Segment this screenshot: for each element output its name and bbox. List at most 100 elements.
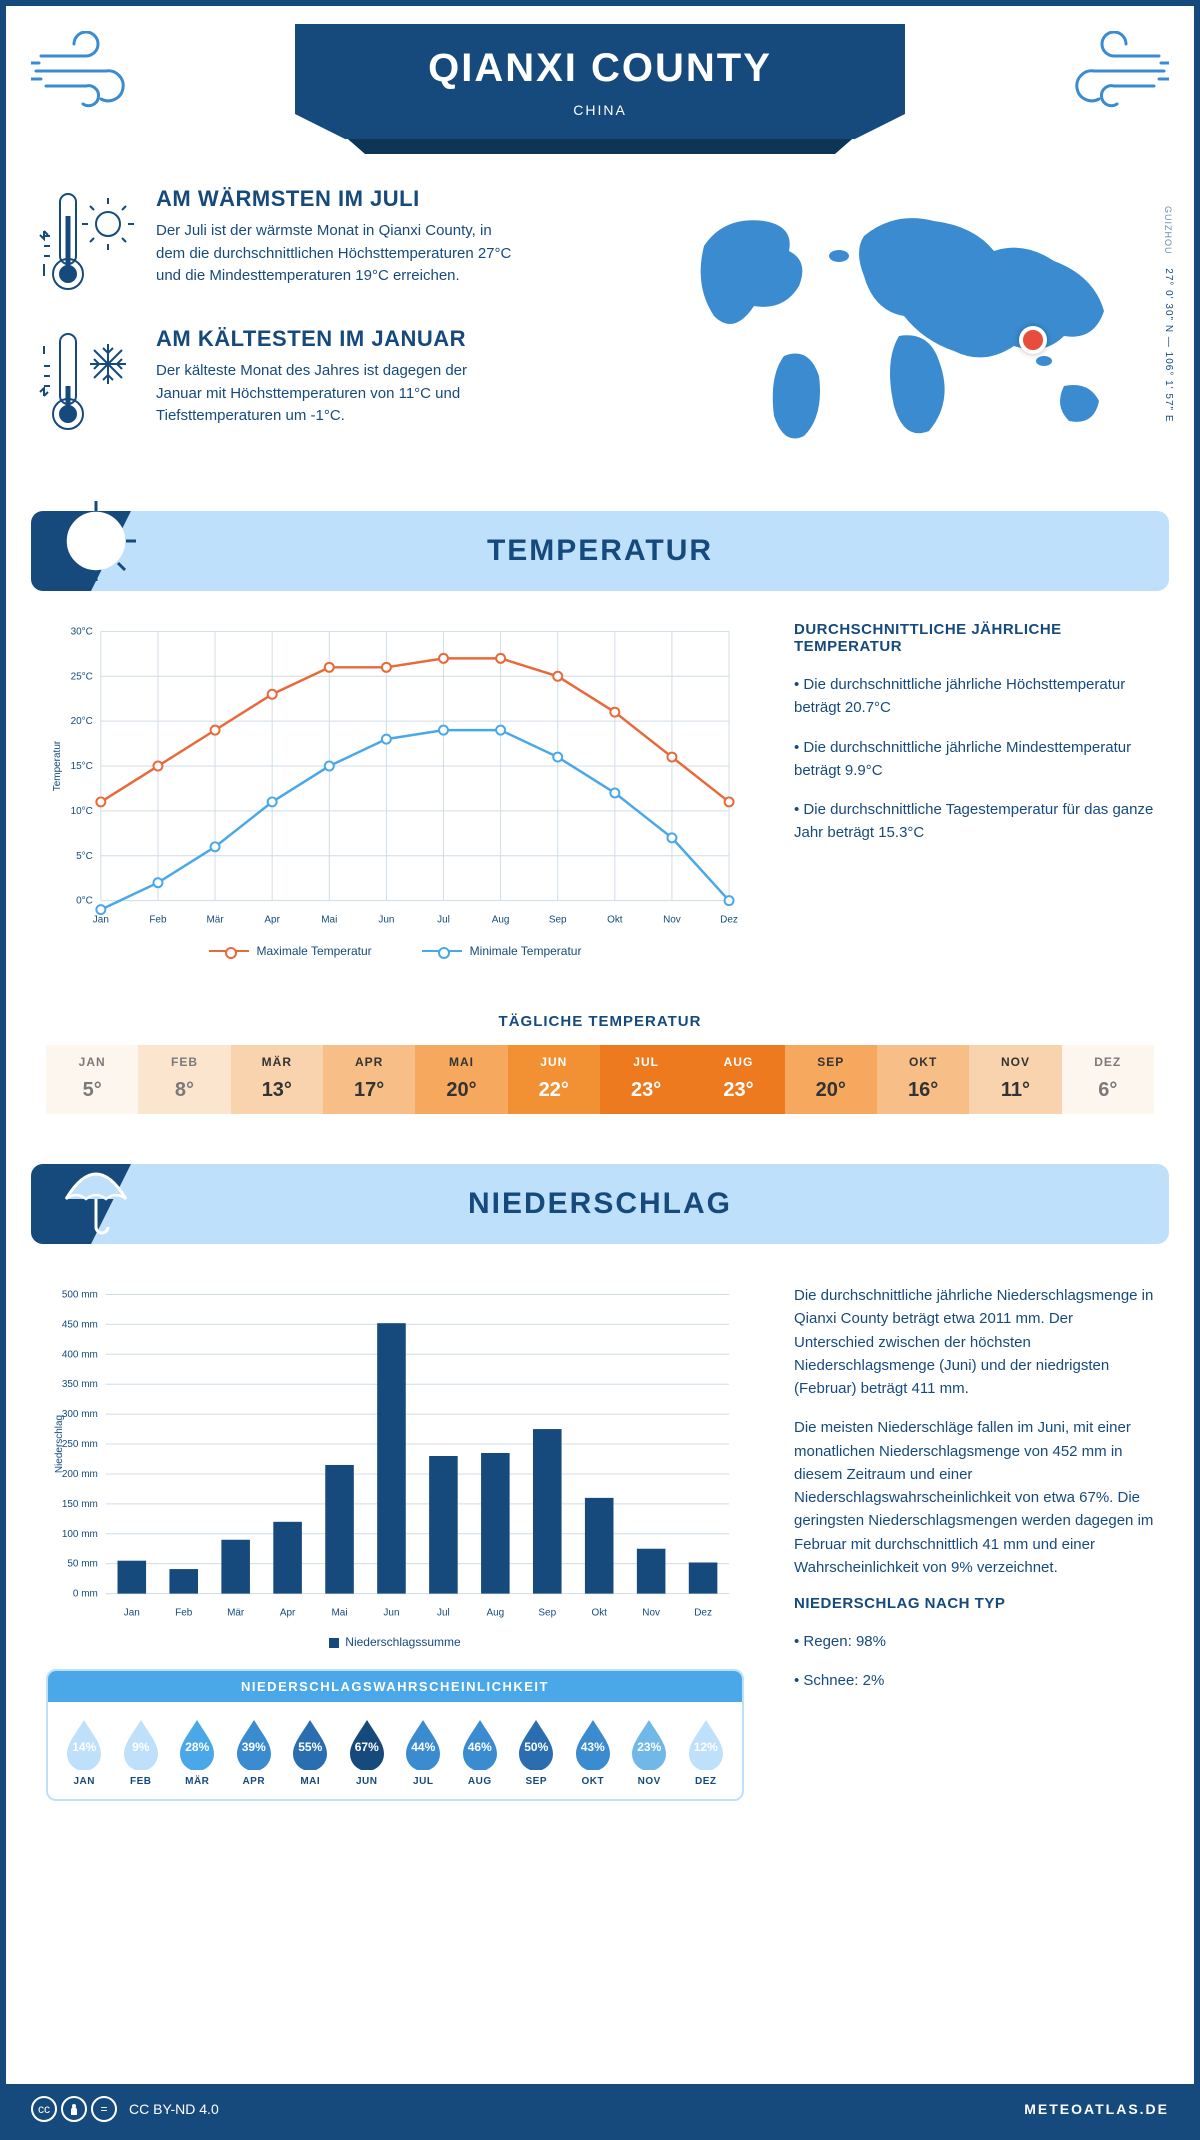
annual-bullet: • Die durchschnittliche jährliche Mindes… <box>794 736 1154 783</box>
intro-facts: AM WÄRMSTEN IM JULI Der Juli ist der wär… <box>36 186 634 471</box>
umbrella-icon <box>51 1149 141 1239</box>
probability-item: 46% AUG <box>452 1716 509 1787</box>
daily-temp-cell: JUL23° <box>600 1045 692 1114</box>
probability-title: NIEDERSCHLAGSWAHRSCHEINLICHKEIT <box>48 1671 742 1702</box>
cc-icon: cc <box>31 2096 57 2122</box>
svg-text:25°C: 25°C <box>71 671 93 682</box>
svg-text:15°C: 15°C <box>71 761 93 772</box>
precipitation-body: 0 mm50 mm100 mm150 mm200 mm250 mm300 mm3… <box>6 1274 1194 1831</box>
svg-text:30°C: 30°C <box>71 626 93 637</box>
svg-text:Dez: Dez <box>694 1608 712 1619</box>
precip-para-1: Die durchschnittliche jährliche Niedersc… <box>794 1284 1154 1400</box>
svg-text:250 mm: 250 mm <box>62 1439 98 1450</box>
latitude: 27° 0' 30" N <box>1163 268 1174 333</box>
region-label: GUIZHOU <box>1163 206 1173 255</box>
probability-item: 9% FEB <box>113 1716 170 1787</box>
probability-item: 55% MAI <box>282 1716 339 1787</box>
svg-text:0 mm: 0 mm <box>73 1589 98 1600</box>
thermometer-hot-icon <box>36 186 136 296</box>
brand: METEOATLAS.DE <box>1024 2101 1169 2117</box>
svg-text:200 mm: 200 mm <box>62 1469 98 1480</box>
bar-legend: Niederschlagssumme <box>46 1635 744 1649</box>
temperature-section-header: TEMPERATUR <box>31 511 1169 591</box>
page-subtitle: CHINA <box>295 102 905 118</box>
temperature-line-chart: 0°C5°C10°C15°C20°C25°C30°CJanFebMärAprMa… <box>46 621 744 931</box>
world-map-block: GUIZHOU 27° 0' 30" N — 106° 1' 57" E <box>664 186 1164 471</box>
by-icon <box>61 2096 87 2122</box>
precip-para-2: Die meisten Niederschläge fallen im Juni… <box>794 1416 1154 1579</box>
daily-temp-title: TÄGLICHE TEMPERATUR <box>6 1013 1194 1030</box>
svg-text:Dez: Dez <box>720 915 738 926</box>
bar-legend-label: Niederschlagssumme <box>345 1635 460 1649</box>
header: QIANXI COUNTY CHINA <box>6 6 1194 176</box>
svg-text:Apr: Apr <box>280 1608 296 1619</box>
svg-text:Feb: Feb <box>149 915 167 926</box>
temperature-body: 0°C5°C10°C15°C20°C25°C30°CJanFebMärAprMa… <box>6 621 1194 988</box>
precip-type-heading: NIEDERSCHLAG NACH TYP <box>794 1595 1154 1612</box>
svg-text:100 mm: 100 mm <box>62 1529 98 1540</box>
daily-temp-cell: JAN5° <box>46 1045 138 1114</box>
daily-temp-cell: NOV11° <box>969 1045 1061 1114</box>
temperature-annual-info: DURCHSCHNITTLICHE JÄHRLICHE TEMPERATUR •… <box>794 621 1154 958</box>
svg-text:Jan: Jan <box>93 915 109 926</box>
wind-icon-right <box>1049 31 1169 111</box>
svg-text:Okt: Okt <box>607 915 623 926</box>
daily-temp-cell: MAI20° <box>415 1045 507 1114</box>
daily-temp-cell: JUN22° <box>508 1045 600 1114</box>
coldest-fact: AM KÄLTESTEN IM JANUAR Der kälteste Mona… <box>36 326 634 436</box>
temperature-title: TEMPERATUR <box>487 534 713 568</box>
probability-item: 44% JUL <box>395 1716 452 1787</box>
title-banner: QIANXI COUNTY CHINA <box>295 24 905 159</box>
legend-max: Maximale Temperatur <box>257 944 372 958</box>
daily-temp-cell: AUG23° <box>692 1045 784 1114</box>
svg-text:0°C: 0°C <box>76 896 93 907</box>
svg-text:Aug: Aug <box>492 915 510 926</box>
daily-temp-cell: SEP20° <box>785 1045 877 1114</box>
daily-temp-cell: OKT16° <box>877 1045 969 1114</box>
thermometer-cold-icon <box>36 326 136 436</box>
svg-text:Nov: Nov <box>642 1608 660 1619</box>
svg-text:20°C: 20°C <box>71 716 93 727</box>
probability-item: 67% JUN <box>339 1716 396 1787</box>
svg-text:350 mm: 350 mm <box>62 1379 98 1390</box>
map-marker-icon <box>1019 326 1047 354</box>
svg-text:Aug: Aug <box>486 1608 504 1619</box>
daily-temp-cell: FEB8° <box>138 1045 230 1114</box>
precipitation-title: NIEDERSCHLAG <box>468 1187 732 1221</box>
probability-item: 12% DEZ <box>678 1716 735 1787</box>
svg-text:50 mm: 50 mm <box>67 1559 97 1570</box>
longitude: 106° 1' 57" E <box>1163 352 1174 423</box>
footer: cc = CC BY-ND 4.0 METEOATLAS.DE <box>6 2084 1194 2134</box>
probability-item: 50% SEP <box>508 1716 565 1787</box>
temp-legend: Maximale Temperatur Minimale Temperatur <box>46 944 744 958</box>
nd-icon: = <box>91 2096 117 2122</box>
probability-box: NIEDERSCHLAGSWAHRSCHEINLICHKEIT 14% JAN … <box>46 1669 744 1801</box>
svg-text:150 mm: 150 mm <box>62 1499 98 1510</box>
svg-text:Mär: Mär <box>206 915 224 926</box>
coldest-title: AM KÄLTESTEN IM JANUAR <box>156 326 516 352</box>
warmest-body: Der Juli ist der wärmste Monat in Qianxi… <box>156 220 516 288</box>
svg-text:Sep: Sep <box>538 1608 556 1619</box>
license-text: CC BY-ND 4.0 <box>129 2101 219 2117</box>
probability-item: 43% OKT <box>565 1716 622 1787</box>
legend-min: Minimale Temperatur <box>470 944 582 958</box>
daily-temp-cell: MÄR13° <box>231 1045 323 1114</box>
daily-temp-strip: JAN5°FEB8°MÄR13°APR17°MAI20°JUN22°JUL23°… <box>46 1045 1154 1114</box>
svg-text:Sep: Sep <box>549 915 567 926</box>
precipitation-bar-chart: 0 mm50 mm100 mm150 mm200 mm250 mm300 mm3… <box>46 1284 744 1624</box>
annual-bullet: • Die durchschnittliche jährliche Höchst… <box>794 673 1154 720</box>
svg-text:Mai: Mai <box>331 1608 347 1619</box>
precipitation-text: Die durchschnittliche jährliche Niedersc… <box>794 1284 1154 1801</box>
probability-item: 28% MÄR <box>169 1716 226 1787</box>
svg-text:Jun: Jun <box>383 1608 399 1619</box>
svg-text:Okt: Okt <box>591 1608 607 1619</box>
daily-temp-cell: APR17° <box>323 1045 415 1114</box>
intro-row: AM WÄRMSTEN IM JULI Der Juli ist der wär… <box>6 176 1194 511</box>
sun-icon <box>51 496 141 586</box>
world-map-icon <box>664 186 1164 466</box>
wind-icon-left <box>31 31 151 111</box>
svg-text:Mai: Mai <box>321 915 337 926</box>
probability-item: 39% APR <box>226 1716 283 1787</box>
coldest-body: Der kälteste Monat des Jahres ist dagege… <box>156 360 516 428</box>
svg-text:5°C: 5°C <box>76 851 93 862</box>
